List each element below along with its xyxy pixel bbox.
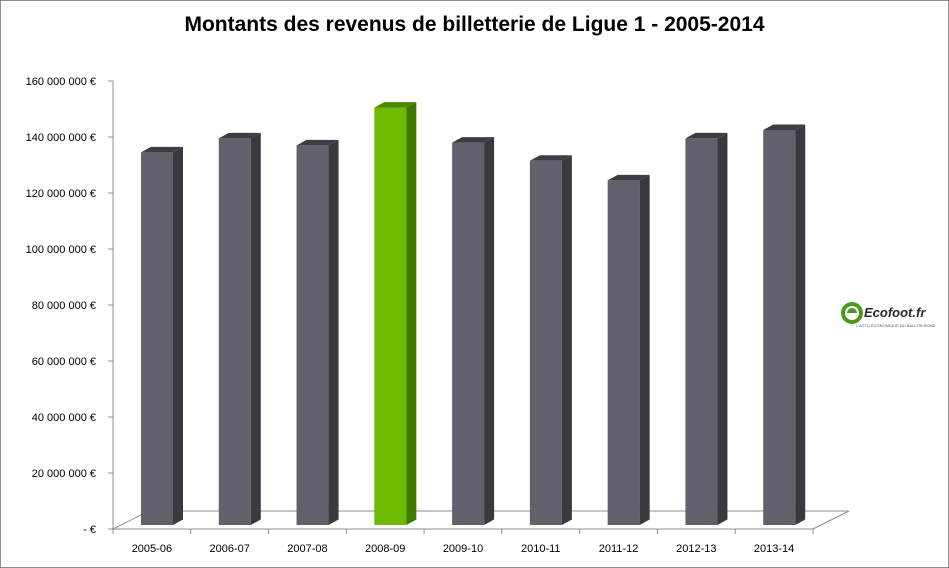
- bar-side-2006-07: [250, 132, 261, 525]
- bar-front-2006-07: [218, 138, 251, 525]
- y-tick-label: 20 000 000 €: [32, 468, 96, 480]
- bar-front-2012-13: [685, 138, 718, 525]
- y-tick-label: 160 000 000 €: [26, 76, 96, 88]
- bar-front-2013-14: [763, 130, 796, 525]
- bar-side-2013-14: [795, 124, 806, 525]
- bar-front-2009-10: [452, 142, 485, 525]
- x-tick-label: 2005-06: [132, 543, 172, 555]
- bar-top-2008-09: [374, 102, 417, 108]
- bar-2008-09: [374, 102, 417, 525]
- bar-2007-08: [296, 139, 339, 525]
- bar-top-2011-12: [607, 174, 650, 181]
- bar-top-2013-14: [763, 124, 806, 130]
- bar-front-2008-09: [374, 107, 407, 525]
- bar-top-2010-11: [529, 155, 572, 161]
- bars-group: [141, 102, 806, 526]
- logo-tagline: L'ACTU ÉCONOMIQUE DU BALLON ROND: [856, 323, 936, 328]
- y-tick-label: 60 000 000 €: [32, 356, 96, 368]
- bar-2012-13: [685, 132, 728, 525]
- logo-icon: Ecofoot.fr L'ACTU ÉCONOMIQUE DU BALLON R…: [841, 302, 936, 328]
- bar-side-2009-10: [484, 137, 495, 525]
- x-tick-label: 2009-10: [443, 543, 483, 555]
- x-tick-label: 2008-09: [365, 543, 405, 555]
- x-tick-label: 2013-14: [754, 543, 794, 555]
- ecofoot-logo: Ecofoot.fr L'ACTU ÉCONOMIQUE DU BALLON R…: [838, 298, 938, 332]
- bar-2013-14: [763, 124, 806, 525]
- bar-2009-10: [452, 137, 495, 525]
- bar-side-2012-13: [717, 132, 728, 525]
- bar-top-2007-08: [296, 139, 339, 146]
- bar-side-2010-11: [561, 155, 572, 526]
- bar-side-2007-08: [328, 139, 339, 525]
- x-tick-label: 2010-11: [521, 543, 561, 555]
- bar-side-2005-06: [173, 146, 183, 525]
- bar-2005-06: [141, 146, 183, 525]
- bar-top-2012-13: [685, 132, 728, 139]
- logo-text: Ecofoot.fr: [864, 305, 926, 320]
- bar-front-2011-12: [607, 180, 640, 525]
- labels-group: 2005-06 2006-07 2007-08 2008-09 2009-10 2010-…: [132, 543, 795, 555]
- bar-top-2005-06: [141, 146, 183, 153]
- y-tick-label: 100 000 000 €: [26, 244, 96, 256]
- y-tick-label: - €: [83, 524, 96, 536]
- y-tick-label: 140 000 000 €: [26, 132, 96, 144]
- x-tick-label: 2007-08: [287, 543, 327, 555]
- bar-top-2009-10: [452, 137, 495, 143]
- x-tick-label: 2006-07: [209, 543, 249, 555]
- chart-title: Montants des revenus de billetterie de L…: [184, 13, 765, 36]
- bar-2011-12: [607, 174, 650, 525]
- y-tick-label: 40 000 000 €: [32, 412, 96, 424]
- x-tick-label: 2012-13: [676, 543, 716, 555]
- x-tick-label: 2011-12: [599, 543, 639, 555]
- bar-side-2011-12: [639, 174, 650, 525]
- bar-2006-07: [218, 132, 261, 525]
- bar-2010-11: [529, 155, 572, 526]
- bar-top-2006-07: [218, 132, 261, 139]
- bar-side-2008-09: [406, 102, 417, 525]
- bar-front-2010-11: [529, 160, 562, 526]
- y-tick-label: 80 000 000 €: [32, 300, 96, 312]
- bar-front-2007-08: [296, 145, 329, 525]
- y-tick-label: 120 000 000 €: [26, 188, 96, 200]
- bar-front-2005-06: [141, 152, 173, 525]
